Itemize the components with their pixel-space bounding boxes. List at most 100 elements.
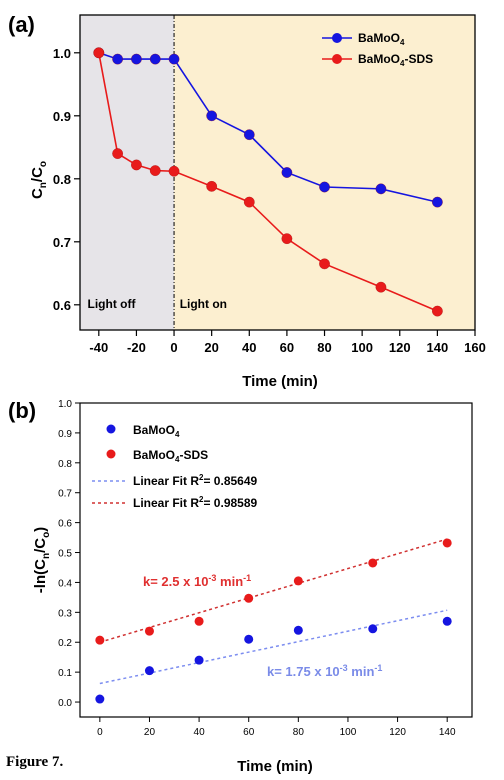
- y-tick-label-b: 0.7: [58, 489, 72, 500]
- legend-label-bamoo4-sds: BaMoO4-SDS: [358, 52, 433, 68]
- legend-label-bamoo4-sds: BaMoO4-SDS: [133, 448, 208, 464]
- plot-frame-a: [79, 14, 476, 331]
- data-point-a: [149, 53, 161, 65]
- y-tick-label-b: 0.8: [58, 459, 72, 470]
- x-tick-label-b: 0: [97, 727, 103, 738]
- data-point-b: [442, 538, 452, 548]
- panel-b: (b) 0 20 40 60 80 100 120 140 0.0 0.1 0.2 0.3 0.4 0.5…: [8, 398, 473, 775]
- legend-marker-bamoo4: [106, 424, 116, 434]
- data-point-b: [244, 593, 254, 603]
- fit-line-b-0: [99, 609, 448, 685]
- y-axis-label-b: -ln(Cn/Co): [32, 527, 52, 593]
- x-tick-label-a: -20: [127, 340, 146, 355]
- data-point-b: [293, 625, 303, 635]
- data-point-b: [144, 666, 154, 676]
- light-region-label: Light on: [180, 297, 227, 311]
- legend-fit-label-bamoo4-sds: Linear Fit R2= 0.98589: [133, 495, 258, 510]
- x-tick-label-a: 100: [351, 340, 373, 355]
- x-tick-label-a: 0: [170, 340, 177, 355]
- x-axis-label-b: Time (min): [237, 758, 313, 775]
- legend-label-bamoo4: BaMoO4: [358, 31, 405, 47]
- y-axis-label-a: Cn/Co: [29, 161, 49, 199]
- data-point-a: [168, 165, 180, 177]
- x-tick-label-a: 60: [280, 340, 294, 355]
- legend-a: BaMoO4 BaMoO4-SDS: [322, 31, 433, 68]
- y-tick-label-a: 0.7: [53, 235, 71, 250]
- x-tick-label-a: -40: [89, 340, 108, 355]
- data-point-a: [131, 159, 142, 171]
- data-point-a: [112, 148, 123, 159]
- data-point-b: [442, 616, 452, 626]
- x-tick-label-a: 140: [427, 340, 449, 355]
- legend-marker-bamoo4-sds: [332, 54, 342, 64]
- data-point-b: [244, 634, 254, 644]
- legend-b: BaMoO4 BaMoO4-SDS Linear Fit R2= 0.85649…: [92, 423, 258, 510]
- y-tick-label-b: 0.2: [58, 638, 72, 649]
- data-point-b: [194, 655, 204, 665]
- x-axis-label-a: Time (min): [242, 373, 318, 390]
- data-point-a: [432, 196, 443, 208]
- data-point-a: [243, 129, 255, 141]
- light-region: [174, 15, 476, 330]
- data-point-a: [206, 181, 218, 192]
- legend-fit-label-bamoo4: Linear Fit R2= 0.85649: [133, 473, 258, 488]
- x-tick-label-a: 40: [242, 340, 256, 355]
- x-tick-label-b: 140: [439, 727, 456, 738]
- data-point-a: [281, 233, 293, 244]
- y-tick-label-b: 0.6: [58, 519, 72, 530]
- y-tick-label-b: 1.0: [58, 399, 72, 410]
- data-point-b: [144, 626, 154, 636]
- data-point-a: [168, 53, 180, 65]
- data-point-a: [281, 167, 293, 178]
- dark-region-label: Light off: [88, 297, 137, 311]
- panel-a: (a) Light off Light on -40 -20 0 20 40 60 80 10…: [8, 12, 486, 390]
- data-point-a: [206, 110, 218, 122]
- x-tick-label-a: 120: [389, 340, 411, 355]
- data-point-b: [368, 558, 378, 568]
- data-point-a: [131, 53, 142, 65]
- x-tick-label-b: 100: [340, 727, 357, 738]
- data-point-b: [293, 576, 303, 586]
- data-point-a: [375, 281, 387, 293]
- x-tick-label-b: 40: [194, 727, 206, 738]
- data-point-a: [432, 305, 443, 317]
- y-tick-label-b: 0.4: [58, 578, 72, 589]
- y-tick-label-b: 0.9: [58, 429, 72, 440]
- panel-a-label: (a): [8, 12, 35, 37]
- x-tick-label-a: 80: [317, 340, 331, 355]
- data-point-b: [95, 635, 105, 645]
- x-tick-label-b: 60: [243, 727, 255, 738]
- legend-label-bamoo4: BaMoO4: [133, 423, 180, 439]
- y-tick-label-a: 0.9: [53, 109, 71, 124]
- data-point-b: [95, 694, 105, 704]
- x-tick-label-b: 120: [389, 727, 406, 738]
- data-point-a: [112, 53, 123, 65]
- x-tick-label-b: 80: [293, 727, 305, 738]
- data-point-a: [93, 47, 105, 59]
- y-tick-label-a: 0.6: [53, 298, 71, 313]
- rate-constant-bamoo4: k= 1.75 x 10-3 min-1: [267, 663, 382, 679]
- data-point-a: [319, 258, 330, 270]
- y-tick-label-b: 0.1: [58, 668, 72, 679]
- data-point-a: [243, 196, 255, 208]
- y-tick-label-a: 1.0: [53, 46, 71, 61]
- data-point-b: [194, 616, 204, 626]
- y-tick-label-b: 0.3: [58, 608, 72, 619]
- x-tick-label-a: 20: [204, 340, 218, 355]
- data-point-b: [368, 624, 378, 634]
- data-point-a: [375, 183, 387, 195]
- y-tick-label-b: 0.0: [58, 698, 72, 709]
- figure-caption: Figure 7.: [6, 754, 64, 770]
- rate-constant-sds: k= 2.5 x 10-3 min-1: [143, 573, 251, 589]
- y-tick-label-b: 0.5: [58, 549, 72, 560]
- panel-b-label: (b): [8, 398, 36, 423]
- x-tick-label-a: 160: [464, 340, 486, 355]
- legend-marker-bamoo4: [332, 33, 342, 43]
- plot-frame-b: [79, 402, 473, 718]
- y-tick-label-a: 0.8: [53, 172, 71, 187]
- x-tick-label-b: 20: [144, 727, 156, 738]
- data-point-a: [319, 181, 330, 193]
- legend-marker-bamoo4-sds: [106, 449, 116, 459]
- fit-line-b-1: [99, 538, 448, 643]
